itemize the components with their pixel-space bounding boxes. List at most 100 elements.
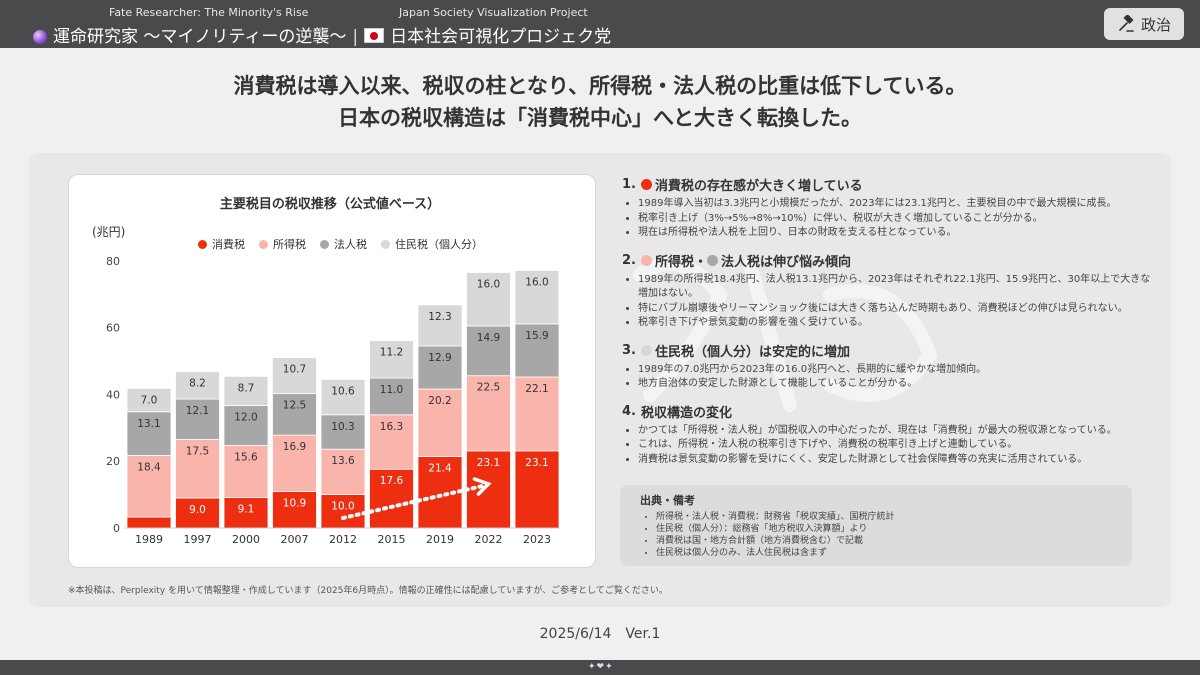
bottom-bar: ✦❤✦ bbox=[0, 660, 1200, 675]
finding-number: 3. bbox=[622, 342, 636, 358]
bar-segment bbox=[175, 398, 220, 440]
legend-dot-icon bbox=[259, 239, 268, 249]
x-tick-label: 2015 bbox=[378, 533, 406, 546]
finding-bullets: 1989年の所得税18.4兆円、法人税13.1兆円から、2023年はそれぞれ22… bbox=[622, 273, 1157, 331]
data-label: 11.0 bbox=[380, 384, 403, 396]
bar-segment bbox=[466, 375, 511, 452]
data-label: 15.6 bbox=[234, 452, 258, 464]
sources-box: 出典・備考 所得税・法人税・消費税：財務省「税収実績」、国税庁統計住民税（個人分… bbox=[620, 485, 1132, 566]
legend-label: 法人税 bbox=[334, 238, 367, 251]
title-separator: | bbox=[352, 27, 359, 47]
data-label: 16.3 bbox=[380, 421, 403, 433]
bar-segment bbox=[223, 375, 269, 406]
bar-segment bbox=[126, 516, 172, 529]
legend-dot-icon bbox=[198, 239, 207, 249]
finding-title: 住民税（個人分）は安定的に増加 bbox=[654, 344, 850, 360]
project-title-text: 日本社会可視化プロジェク党 bbox=[390, 27, 612, 47]
findings-list: 1. 消費税の存在感が大きく増している 1989年導入当初は3.3兆円と小規模だった… bbox=[622, 175, 1157, 477]
legend-item: 消費税 bbox=[198, 236, 245, 252]
x-tick-label: 2012 bbox=[329, 533, 357, 546]
data-label: 18.4 bbox=[137, 462, 161, 474]
sources-list: 所得税・法人税・消費税：財務省「税収実績」、国税庁統計住民税（個人分）：総務省「… bbox=[620, 511, 1132, 559]
finding-heading: 2. 所得税・ 法人税は伸び悩み傾向 bbox=[622, 251, 1157, 270]
bar-segment bbox=[175, 371, 220, 400]
brand-title-text: 運命研究家 〜マイノリティーの逆襲〜 bbox=[53, 27, 347, 47]
finding-heading: 3. 住民税（個人分）は安定的に増加 bbox=[622, 341, 1157, 360]
y-tick-label: 80 bbox=[106, 255, 120, 268]
footnote: ※本投稿は、Perplexity を用いて情報整理・作成しています（2025年6… bbox=[68, 586, 668, 596]
bar-segment bbox=[175, 497, 220, 529]
legend-item: 所得税 bbox=[259, 236, 306, 252]
finding-bullet: 税率引き下げや景気変動の影響を強く受けている。 bbox=[638, 316, 1157, 331]
finding-bullet: 1989年の所得税18.4兆円、法人税13.1兆円から、2023年はそれぞれ22… bbox=[638, 273, 1157, 302]
trend-arrow-head bbox=[472, 477, 492, 496]
finding-title: 税収構造の変化 bbox=[640, 405, 732, 421]
y-tick-label: 0 bbox=[113, 522, 120, 535]
data-label: 8.7 bbox=[238, 382, 255, 394]
bar-segment bbox=[272, 357, 317, 394]
color-dot-icon bbox=[640, 179, 652, 190]
finding-section: 2. 所得税・法人税は伸び悩み傾向 1989年の所得税18.4兆円、法人税13.1兆… bbox=[622, 251, 1157, 331]
data-label: 12.3 bbox=[428, 311, 451, 323]
legend-item: 法人税 bbox=[320, 236, 367, 252]
politics-button-label: 政治 bbox=[1140, 15, 1171, 34]
data-label: 9.1 bbox=[238, 504, 255, 516]
data-label: 9.0 bbox=[189, 504, 206, 516]
headline-line-2: 日本の税収構造は「消費税中心」へと大きく転換した。 bbox=[338, 106, 862, 130]
sparkle-heart-icon: ✦❤✦ bbox=[588, 662, 614, 672]
bar-segment bbox=[175, 439, 220, 499]
chart-title: 主要税目の税収推移（公式値ベース） bbox=[219, 197, 441, 212]
legend-label: 消費税 bbox=[212, 238, 245, 251]
x-tick-label: 2022 bbox=[475, 533, 503, 546]
finding-bullet: 税率引き上げ（3%→5%→8%→10%）に伴い、税収が大きく増加していることが分… bbox=[638, 212, 1157, 227]
data-label: 12.0 bbox=[234, 411, 257, 423]
data-label: 14.9 bbox=[477, 332, 500, 344]
finding-title: 消費税の存在感が大きく増している bbox=[654, 179, 863, 194]
data-label: 17.5 bbox=[186, 445, 209, 457]
data-label: 12.5 bbox=[283, 399, 306, 411]
data-label: 22.5 bbox=[477, 382, 500, 394]
finding-bullet: 1989年の7.0兆円から2023年の16.0兆円へと、長期的に緩やかな増加傾向… bbox=[638, 363, 1157, 378]
legend-dot-icon bbox=[320, 239, 329, 249]
data-label: 16.9 bbox=[283, 441, 306, 453]
y-tick-label: 40 bbox=[106, 388, 120, 401]
data-label: 20.2 bbox=[428, 395, 451, 407]
source-item: 住民税（個人分）：総務省「地方税収入決算額」より bbox=[656, 523, 1132, 535]
data-label: 12.1 bbox=[186, 405, 209, 417]
x-tick-label: 2007 bbox=[281, 533, 309, 546]
top-bar: Fate Researcher: The Minority's Rise 運命研… bbox=[0, 0, 1200, 48]
finding-bullets: かつては「所得税・法人税」が国税収入の中心だったが、現在は「消費税」が最大の税収… bbox=[622, 424, 1157, 468]
data-label: 10.9 bbox=[283, 498, 306, 510]
source-item: 消費税は国・地方合計額（地方消費税含む）で記載 bbox=[656, 535, 1132, 547]
data-label: 16.0 bbox=[477, 278, 500, 290]
finding-bullet: 地方自治体の安定した財源として機能していることが分かる。 bbox=[638, 377, 1157, 392]
data-label: 12.9 bbox=[428, 352, 451, 364]
politics-category-button[interactable]: 政治 bbox=[1104, 8, 1184, 40]
bar-segment bbox=[272, 392, 317, 436]
finding-section: 1. 消費税の存在感が大きく増している 1989年導入当初は3.3兆円と小規模だった… bbox=[622, 175, 1157, 241]
legend-dot-icon bbox=[381, 239, 390, 249]
finding-number: 4. bbox=[622, 403, 636, 419]
bar-segment bbox=[369, 340, 414, 379]
finding-bullet: これは、所得税・法人税の税率引き下げや、消費税の税率引き上げと連動している。 bbox=[638, 438, 1157, 453]
finding-bullet: 現在は所得税や法人税を上回り、日本の財政を支える柱となっている。 bbox=[638, 226, 1157, 241]
finding-number: 2. bbox=[622, 252, 636, 268]
color-dot-icon bbox=[707, 254, 718, 266]
data-label: 22.1 bbox=[525, 383, 548, 395]
bar-segment bbox=[320, 414, 366, 450]
brand-subtitle: Fate Researcher: The Minority's Rise bbox=[109, 6, 309, 19]
bar-segment bbox=[126, 387, 172, 413]
crystal-ball-icon bbox=[33, 30, 47, 44]
bar-segment bbox=[223, 405, 269, 446]
trend-arrow-line bbox=[341, 484, 485, 520]
source-item: 所得税・法人税・消費税：財務省「税収実績」、国税庁統計 bbox=[656, 511, 1132, 523]
bar-segment bbox=[272, 434, 317, 492]
y-axis-unit: (兆円) bbox=[92, 225, 126, 239]
finding-heading: 1. 消費税の存在感が大きく増している bbox=[622, 175, 1157, 194]
chart-legend: 消費税 所得税 法人税 住民税（個人分） bbox=[198, 236, 483, 252]
japan-flag-icon bbox=[364, 28, 385, 43]
data-label: 15.9 bbox=[525, 330, 548, 342]
bar-segment bbox=[320, 378, 366, 416]
brand-title: 運命研究家 〜マイノリティーの逆襲〜 | 日本社会可視化プロジェク党 bbox=[33, 22, 611, 47]
